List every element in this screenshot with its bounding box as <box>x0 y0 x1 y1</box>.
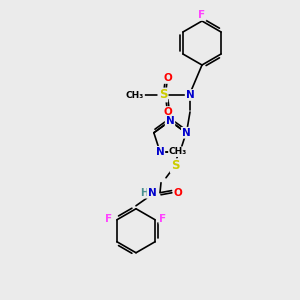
Text: O: O <box>174 188 182 198</box>
Text: F: F <box>105 214 112 224</box>
Text: O: O <box>164 107 172 117</box>
Text: H: H <box>140 188 148 198</box>
Text: N: N <box>166 116 174 126</box>
Text: S: S <box>159 88 167 101</box>
Text: N: N <box>148 188 156 198</box>
Text: F: F <box>160 214 167 224</box>
Text: S: S <box>171 159 179 172</box>
Text: N: N <box>186 90 194 100</box>
Text: CH₃: CH₃ <box>126 91 144 100</box>
Text: F: F <box>198 10 206 20</box>
Text: O: O <box>164 73 172 83</box>
Text: CH₃: CH₃ <box>169 147 187 156</box>
Text: N: N <box>182 128 190 138</box>
Text: N: N <box>156 147 164 157</box>
